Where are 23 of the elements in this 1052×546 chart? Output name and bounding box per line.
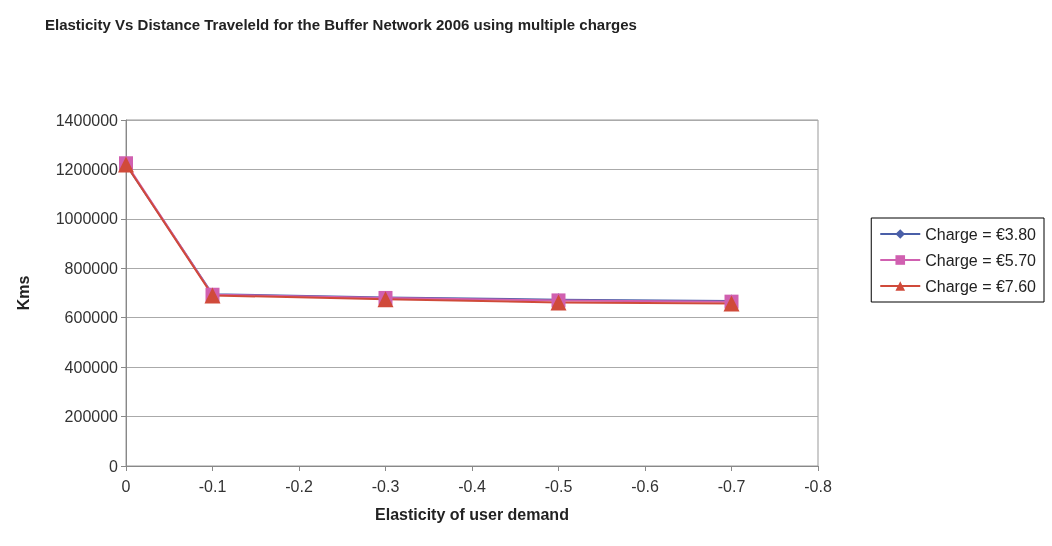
x-tick-label: 0 [121,477,131,495]
y-tick-label: 0 [109,457,119,475]
legend-label: Charge = €5.70 [925,251,1037,269]
x-tick-label: -0.7 [717,477,746,495]
x-tick-label: -0.2 [285,477,313,495]
legend-label: Charge = €3.80 [925,225,1037,243]
x-tick-label: -0.1 [198,477,227,495]
y-axis-title: Kms [14,275,32,311]
y-tick-label: 200000 [64,408,119,426]
x-tick-label: -0.6 [631,477,659,495]
y-tick-label: 400000 [64,358,119,376]
y-tick-label: 800000 [64,259,119,277]
y-tick-label: 1400000 [55,111,119,129]
x-tick-label: -0.3 [371,477,400,495]
x-tick-label: -0.8 [804,477,832,495]
y-tick-label: 600000 [64,309,119,327]
y-tick-label: 1000000 [55,210,119,228]
y-tick-label: 1200000 [55,160,119,178]
x-tick-label: -0.5 [544,477,573,495]
chart-title: Elasticity Vs Distance Traveleld for the Buffer Network 2006 using multiple charges [45,16,637,33]
legend-label: Charge = €7.60 [925,277,1037,295]
x-axis-title: Elasticity of user demand [375,505,569,523]
x-tick-label: -0.4 [458,477,486,495]
